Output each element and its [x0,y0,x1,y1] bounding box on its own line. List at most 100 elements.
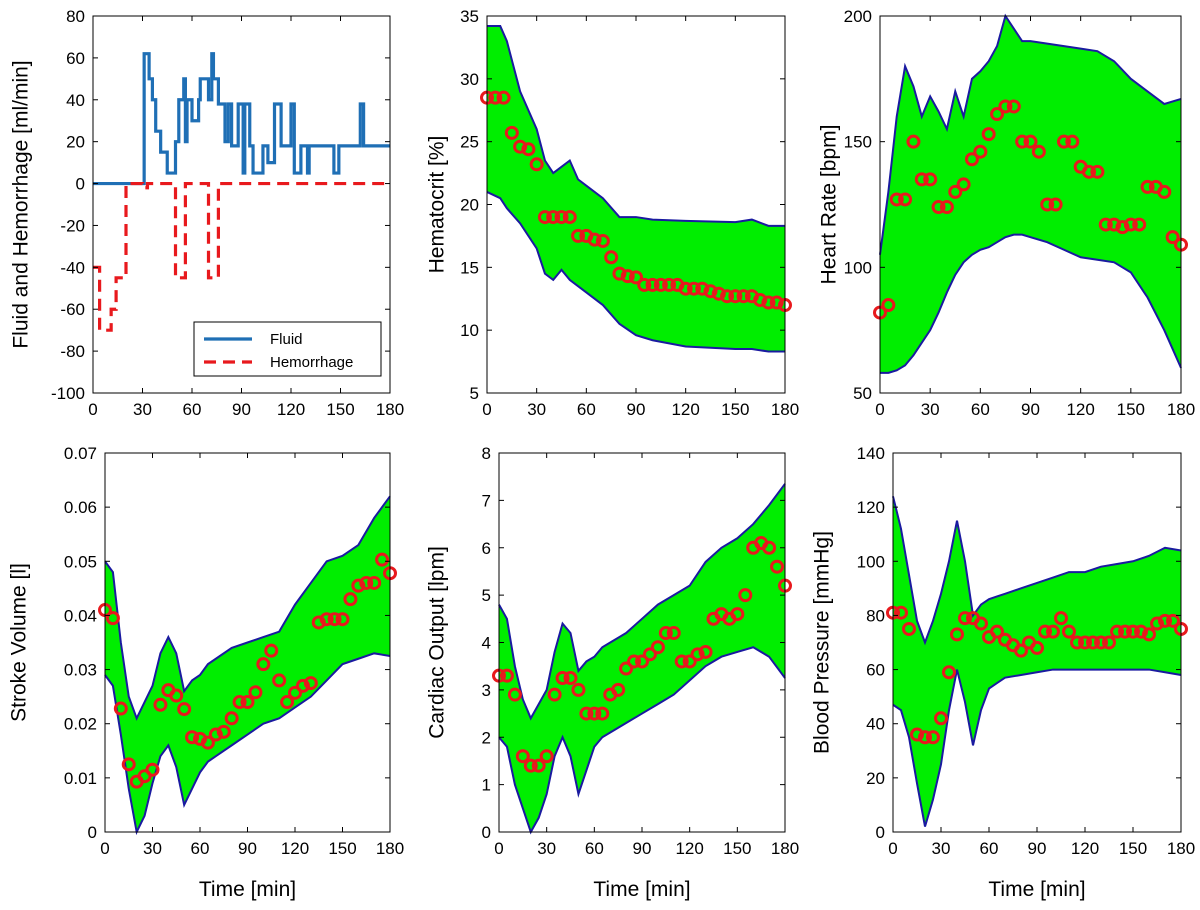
data-point [562,210,577,225]
data-point [554,210,569,225]
data-point [153,697,168,712]
data-point [653,277,668,292]
data-point [280,695,295,710]
x-tick-label: 180 [771,400,799,419]
data-point [738,588,753,603]
y-tick-label: 60 [866,661,885,680]
x-tick-label: 90 [1021,400,1040,419]
data-point [1090,164,1105,179]
data-point [177,702,192,717]
data-point [637,277,652,292]
series-fluid [93,52,390,186]
data-point [923,172,938,187]
data-point [1082,164,1097,179]
data-point [695,281,710,296]
y-tick-label: 0 [482,823,491,842]
data-point [686,281,701,296]
data-point [224,711,239,726]
data-point [998,99,1013,114]
panel-fluid: 0 30 60 90 120 150 180 -100 -80 -60 -40 -20 0 20 40 60 8… [10,7,405,419]
data-point [889,192,904,207]
y-tick-label: 120 [857,498,885,517]
data-point [1038,624,1052,639]
x-tick-label: 150 [326,400,354,419]
data-point [958,611,972,626]
data-point [1157,184,1172,199]
y-tick-label: 80 [866,606,885,625]
y-tick-label: 100 [857,552,885,571]
data-point [113,701,128,716]
x-tick-label: 150 [1117,400,1145,419]
data-point [611,682,626,697]
data-point [620,269,635,284]
x-tick-label: 180 [1167,839,1195,858]
data-point [515,749,530,764]
data-point [894,605,908,620]
x-tick-label: 60 [191,839,210,858]
y-tick-label: 0 [88,823,97,842]
x-tick-label: 180 [1167,400,1195,419]
x-axis-label: Time [min] [988,878,1085,901]
data-point [311,615,326,630]
x-tick-label: 30 [537,839,556,858]
panel-co: 0 30 60 90 120 150 180 0 1 2 3 4 5 6 7 8 Cardiac Output … [426,444,800,901]
data-point [571,228,586,243]
legend-box [193,321,382,377]
data-point [990,107,1005,122]
data-point [343,592,358,607]
x-tick-label: 180 [376,400,404,419]
data-point [513,139,528,154]
x-tick-label: 0 [875,400,884,419]
data-point [256,657,271,672]
panel-hct: 0 30 60 90 120 150 180 5 10 15 20 25 30 35 Hematocrit … [426,7,800,419]
data-point [367,575,382,590]
y-axis-label: Heart Rate [bpm] [818,125,841,285]
data-point [1150,616,1164,631]
band-lower-edge [104,652,391,836]
data-point [121,757,136,772]
data-point [1078,635,1092,650]
y-tick-label: 0.07 [64,444,97,463]
y-tick-label: 1 [482,776,491,795]
y-tick-label: 150 [844,133,872,152]
y-tick-label: 40 [866,715,885,734]
data-point [1115,220,1130,235]
data-point [612,266,627,281]
data-point [629,270,643,285]
data-point [690,647,705,662]
x-tick-label: 0 [494,839,503,858]
data-point [546,210,561,225]
y-axis-label: Fluid and Hemorrhage [ml/min] [10,60,33,348]
y-tick-label: 0.03 [64,661,97,680]
data-point [658,626,673,641]
y-tick-label: 0.05 [64,552,97,571]
x-tick-label: 150 [328,839,356,858]
x-tick-label: 150 [721,400,749,419]
x-tick-label: 0 [482,400,491,419]
data-point [571,682,586,697]
data-point [335,612,350,627]
y-tick-label: 20 [66,133,85,152]
data-point [185,730,200,745]
data-point [1048,197,1063,212]
data-point [990,624,1004,639]
y-tick-label: 5 [482,586,491,605]
data-point [539,749,554,764]
band-upper-edge [104,495,391,721]
data-point [208,727,223,742]
y-tick-label: 80 [66,7,85,26]
data-point [521,142,536,157]
series-hemorrhage [93,181,390,332]
data-point [1102,635,1116,650]
x-tick-label: 60 [971,400,990,419]
data-point [555,671,570,686]
x-tick-label: 180 [771,839,799,858]
data-point [169,688,184,703]
data-point [145,762,160,777]
data-point [674,654,689,669]
data-point [375,552,390,567]
data-point [1006,99,1021,114]
confidence-band [487,26,785,352]
band-lower-edge [880,233,1182,374]
